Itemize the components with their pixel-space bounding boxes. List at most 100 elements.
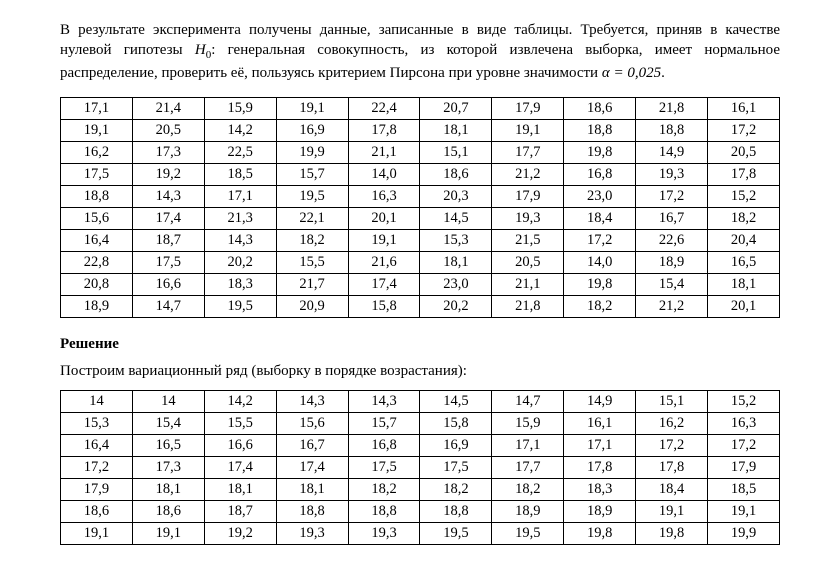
table-cell: 19,1 (276, 98, 348, 120)
table-cell: 19,3 (348, 523, 420, 545)
table-cell: 19,5 (420, 523, 492, 545)
table-cell: 18,6 (420, 164, 492, 186)
table-cell: 16,2 (61, 142, 133, 164)
table-cell: 14 (61, 391, 133, 413)
table-row: 16,416,516,616,716,816,917,117,117,217,2 (61, 435, 780, 457)
table-cell: 20,1 (708, 296, 780, 318)
table-cell: 20,5 (492, 252, 564, 274)
table-cell: 17,5 (132, 252, 204, 274)
table-row: 15,315,415,515,615,715,815,916,116,216,3 (61, 413, 780, 435)
solution-heading: Решение (60, 336, 780, 353)
table-cell: 14,3 (348, 391, 420, 413)
table-cell: 17,1 (61, 98, 133, 120)
table-cell: 16,1 (708, 98, 780, 120)
table-cell: 18,1 (708, 274, 780, 296)
table-cell: 20,2 (420, 296, 492, 318)
table-row: 18,814,317,119,516,320,317,923,017,215,2 (61, 186, 780, 208)
table-cell: 17,3 (132, 457, 204, 479)
table-cell: 20,5 (132, 120, 204, 142)
table-cell: 18,8 (420, 501, 492, 523)
table-cell: 18,3 (564, 479, 636, 501)
table-cell: 16,7 (276, 435, 348, 457)
table-cell: 18,6 (564, 98, 636, 120)
table-cell: 15,3 (61, 413, 133, 435)
table-cell: 22,5 (204, 142, 276, 164)
table-row: 17,217,317,417,417,517,517,717,817,817,9 (61, 457, 780, 479)
table-cell: 19,5 (204, 296, 276, 318)
table-cell: 15,5 (204, 413, 276, 435)
table-cell: 19,9 (276, 142, 348, 164)
table-cell: 18,6 (132, 501, 204, 523)
table-cell: 20,3 (420, 186, 492, 208)
table-cell: 15,4 (636, 274, 708, 296)
table-cell: 15,6 (61, 208, 133, 230)
table-row: 16,217,322,519,921,115,117,719,814,920,5 (61, 142, 780, 164)
table-cell: 18,3 (204, 274, 276, 296)
table-cell: 16,3 (348, 186, 420, 208)
table-cell: 20,4 (708, 230, 780, 252)
table-cell: 18,8 (636, 120, 708, 142)
table-cell: 15,2 (708, 391, 780, 413)
table-cell: 18,2 (492, 479, 564, 501)
table-cell: 18,2 (708, 208, 780, 230)
table-row: 17,918,118,118,118,218,218,218,318,418,5 (61, 479, 780, 501)
h0-symbol: H (195, 42, 206, 58)
table-cell: 14,0 (348, 164, 420, 186)
table-cell: 16,7 (636, 208, 708, 230)
table-cell: 19,1 (492, 120, 564, 142)
table-cell: 15,8 (348, 296, 420, 318)
table-cell: 23,0 (564, 186, 636, 208)
problem-line3: . (661, 65, 665, 81)
table-cell: 17,9 (492, 186, 564, 208)
table-cell: 21,2 (492, 164, 564, 186)
table-row: 16,418,714,318,219,115,321,517,222,620,4 (61, 230, 780, 252)
table-cell: 22,1 (276, 208, 348, 230)
table-cell: 15,1 (636, 391, 708, 413)
table-cell: 19,3 (492, 208, 564, 230)
variational-table: 141414,214,314,314,514,714,915,115,215,3… (60, 390, 780, 545)
table-cell: 16,5 (132, 435, 204, 457)
table-cell: 18,8 (564, 120, 636, 142)
table-cell: 17,3 (132, 142, 204, 164)
table-cell: 19,5 (276, 186, 348, 208)
table-cell: 23,0 (420, 274, 492, 296)
table-cell: 18,1 (204, 479, 276, 501)
table-cell: 18,1 (420, 252, 492, 274)
table-cell: 19,3 (636, 164, 708, 186)
table-row: 17,121,415,919,122,420,717,918,621,816,1 (61, 98, 780, 120)
table-cell: 18,4 (564, 208, 636, 230)
table-row: 19,119,119,219,319,319,519,519,819,819,9 (61, 523, 780, 545)
table-cell: 18,1 (276, 479, 348, 501)
table-cell: 15,4 (132, 413, 204, 435)
table-cell: 21,2 (636, 296, 708, 318)
table-cell: 17,4 (204, 457, 276, 479)
table-cell: 21,7 (276, 274, 348, 296)
table-cell: 19,9 (708, 523, 780, 545)
table-cell: 19,3 (276, 523, 348, 545)
table-row: 18,914,719,520,915,820,221,818,221,220,1 (61, 296, 780, 318)
table-cell: 15,8 (420, 413, 492, 435)
page-container: В результате эксперимента получены данны… (0, 0, 840, 575)
table-cell: 14,5 (420, 208, 492, 230)
table-cell: 17,5 (61, 164, 133, 186)
table-cell: 16,8 (348, 435, 420, 457)
table-cell: 17,8 (708, 164, 780, 186)
table-cell: 14,3 (132, 186, 204, 208)
table-cell: 18,2 (564, 296, 636, 318)
table-cell: 18,7 (132, 230, 204, 252)
table-cell: 14,7 (492, 391, 564, 413)
table-cell: 14,2 (204, 391, 276, 413)
table-row: 19,120,514,216,917,818,119,118,818,817,2 (61, 120, 780, 142)
table-cell: 18,8 (348, 501, 420, 523)
table-cell: 17,4 (276, 457, 348, 479)
table-cell: 15,2 (708, 186, 780, 208)
table-cell: 19,8 (564, 274, 636, 296)
table-cell: 16,8 (564, 164, 636, 186)
table-cell: 17,1 (564, 435, 636, 457)
table-cell: 18,2 (420, 479, 492, 501)
table-cell: 17,7 (492, 457, 564, 479)
table-cell: 19,1 (61, 120, 133, 142)
table-cell: 20,2 (204, 252, 276, 274)
table-cell: 17,4 (132, 208, 204, 230)
table-cell: 18,1 (420, 120, 492, 142)
